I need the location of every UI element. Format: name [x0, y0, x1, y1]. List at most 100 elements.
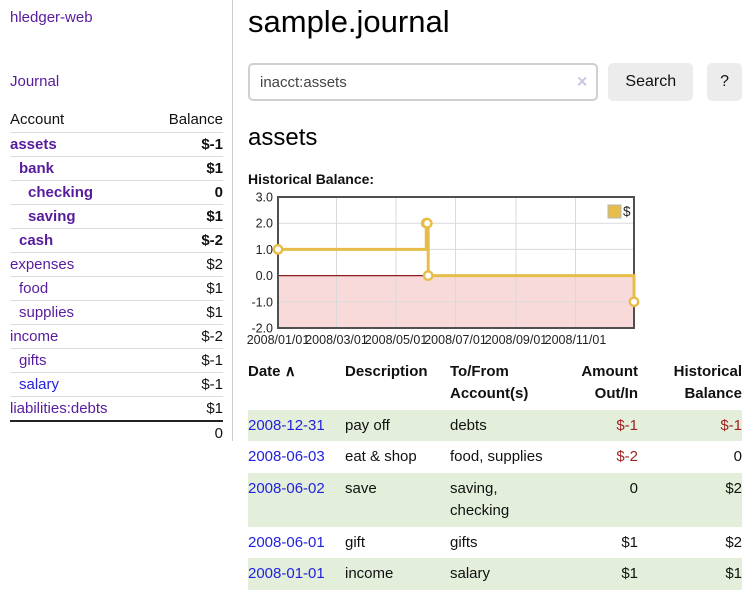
transaction-row: 2008-06-01 gift gifts $1 $2 — [248, 527, 742, 559]
x-axis-tick-label: 2008/01/01 — [247, 333, 310, 347]
account-link-saving[interactable]: saving — [28, 208, 76, 225]
account-balance: $1 — [206, 280, 223, 297]
account-link-income[interactable]: income — [10, 328, 59, 345]
transaction-amount: 0 — [629, 480, 638, 497]
y-axis-tick-label: -1.0 — [251, 295, 273, 309]
account-link-assets[interactable]: assets — [10, 136, 57, 153]
col-header-date[interactable]: Date ∧ — [248, 358, 345, 410]
transaction-balance: $2 — [725, 533, 742, 551]
account-balance: $1 — [206, 208, 223, 225]
transaction-description: save — [345, 480, 377, 497]
account-row: food $1 — [10, 277, 223, 301]
account-balance: $-2 — [201, 328, 223, 345]
account-row: supplies $1 — [10, 301, 223, 325]
search-button[interactable]: Search — [608, 63, 694, 101]
account-balance: $1 — [206, 160, 223, 177]
account-link-supplies[interactable]: supplies — [19, 304, 75, 321]
account-row: checking 0 — [10, 181, 223, 205]
account-link-liabilities-debts[interactable]: liabilities:debts — [10, 400, 108, 417]
transaction-accounts: gifts — [450, 533, 478, 551]
transaction-date-link[interactable]: 2008-06-03 — [248, 448, 325, 466]
register-heading: assets — [248, 124, 318, 151]
account-balance: 0 — [214, 184, 223, 201]
account-link-checking[interactable]: checking — [28, 184, 94, 201]
chart-legend: $ — [607, 204, 631, 219]
account-row: income $-2 — [10, 325, 223, 349]
account-row: expenses $2 — [10, 253, 223, 277]
search-form: × Search ? — [248, 63, 742, 101]
sidebar-item-journal[interactable]: Journal — [10, 73, 60, 90]
plot-border — [277, 196, 635, 329]
col-header-account: To/From Account(s) — [450, 363, 529, 402]
x-axis-tick-label: 2008/09/01 — [485, 333, 548, 347]
account-row: bank $1 — [10, 157, 223, 181]
search-field-wrap: × — [248, 63, 599, 101]
account-link-food[interactable]: food — [19, 280, 49, 297]
account-balance: $-1 — [201, 352, 223, 369]
brand-link[interactable]: hledger-web — [10, 9, 93, 26]
chart-title: Historical Balance: — [248, 171, 375, 187]
account-link-bank[interactable]: bank — [19, 160, 55, 177]
accounts-total-value: 0 — [214, 425, 223, 442]
clear-search-icon[interactable]: × — [576, 71, 588, 92]
account-row: liabilities:debts $1 — [10, 397, 223, 422]
transaction-date-link[interactable]: 2008-06-02 — [248, 480, 325, 497]
accounts-header-account: Account — [10, 111, 65, 128]
transaction-row: 2008-01-01 income salary $1 $1 — [248, 558, 742, 590]
data-point-marker[interactable] — [272, 244, 284, 255]
account-row: gifts $-1 — [10, 349, 223, 373]
transaction-amount: $-2 — [616, 448, 638, 466]
sort-ascending-icon: ∧ — [284, 363, 296, 380]
chart-canvas: $3.0 2.0 1.0 0.0 -1.0 -2.02008/01/012008/03/0… — [247, 191, 640, 347]
historical-balance-chart[interactable]: $3.0 2.0 1.0 0.0 -1.0 -2.0 2008/01/01 2008/03/0… — [247, 191, 742, 350]
col-header-amount: Amount Out/In — [581, 363, 638, 402]
transaction-description: gift — [345, 533, 366, 551]
data-point-marker[interactable] — [422, 270, 434, 282]
legend-label: $ — [623, 204, 631, 219]
register-table: Date ∧ Description To/From Account(s) Am… — [248, 358, 742, 590]
y-axis-tick-label: 3.0 — [256, 191, 273, 205]
legend-swatch — [607, 204, 622, 219]
account-link-cash[interactable]: cash — [19, 232, 54, 249]
transaction-balance: $2 — [725, 480, 742, 497]
account-balance: $-2 — [201, 232, 223, 249]
y-axis-tick-label: 2.0 — [256, 217, 273, 231]
sidebar: hledger-web Journal Account Balance asse… — [0, 0, 233, 442]
main-content: sample.journal × Search ? assets Histori… — [247, 0, 742, 590]
account-row: cash $-2 — [10, 229, 223, 253]
account-balance: $2 — [206, 256, 223, 273]
transaction-balance: 0 — [733, 448, 742, 466]
y-axis-tick-label: -2.0 — [251, 322, 273, 336]
data-point-marker[interactable] — [421, 217, 433, 229]
transaction-balance: $-1 — [720, 416, 742, 434]
accounts-total-spacer — [10, 421, 147, 445]
account-row: saving $1 — [10, 205, 223, 229]
y-axis-tick-label: 1.0 — [256, 243, 273, 257]
account-link-salary[interactable]: salary — [19, 376, 60, 393]
transaction-description: eat & shop — [345, 448, 417, 466]
x-axis-tick-label: 2008/07/01 — [424, 333, 487, 347]
account-balance: $1 — [206, 304, 223, 321]
transaction-row: 2008-06-02 save saving, checking 0 $2 — [248, 473, 742, 527]
account-balance: $1 — [206, 400, 223, 417]
transaction-amount: $1 — [621, 565, 638, 583]
transaction-date-link[interactable]: 2008-06-01 — [248, 533, 325, 551]
date-header-label: Date — [248, 363, 281, 380]
page-title: sample.journal — [248, 4, 450, 39]
search-input[interactable] — [248, 63, 599, 101]
accounts-total-row: 0 — [10, 421, 223, 445]
transaction-description: income — [345, 565, 394, 583]
transaction-amount: $1 — [621, 533, 638, 551]
account-row: salary $-1 — [10, 373, 223, 397]
account-link-expenses[interactable]: expenses — [10, 256, 75, 273]
transaction-amount: $-1 — [616, 416, 638, 434]
account-balance: $-1 — [201, 376, 223, 393]
x-axis-tick-label: 2008/03/01 — [305, 333, 368, 347]
data-point-marker[interactable] — [628, 296, 640, 308]
help-button[interactable]: ? — [707, 63, 742, 101]
accounts-header-balance: Balance — [168, 111, 223, 128]
transaction-row: 2008-12-31 pay off debts $-1 $-1 — [248, 409, 742, 442]
transaction-date-link[interactable]: 2008-12-31 — [248, 416, 325, 434]
account-link-gifts[interactable]: gifts — [19, 352, 47, 369]
transaction-date-link[interactable]: 2008-01-01 — [248, 565, 325, 583]
